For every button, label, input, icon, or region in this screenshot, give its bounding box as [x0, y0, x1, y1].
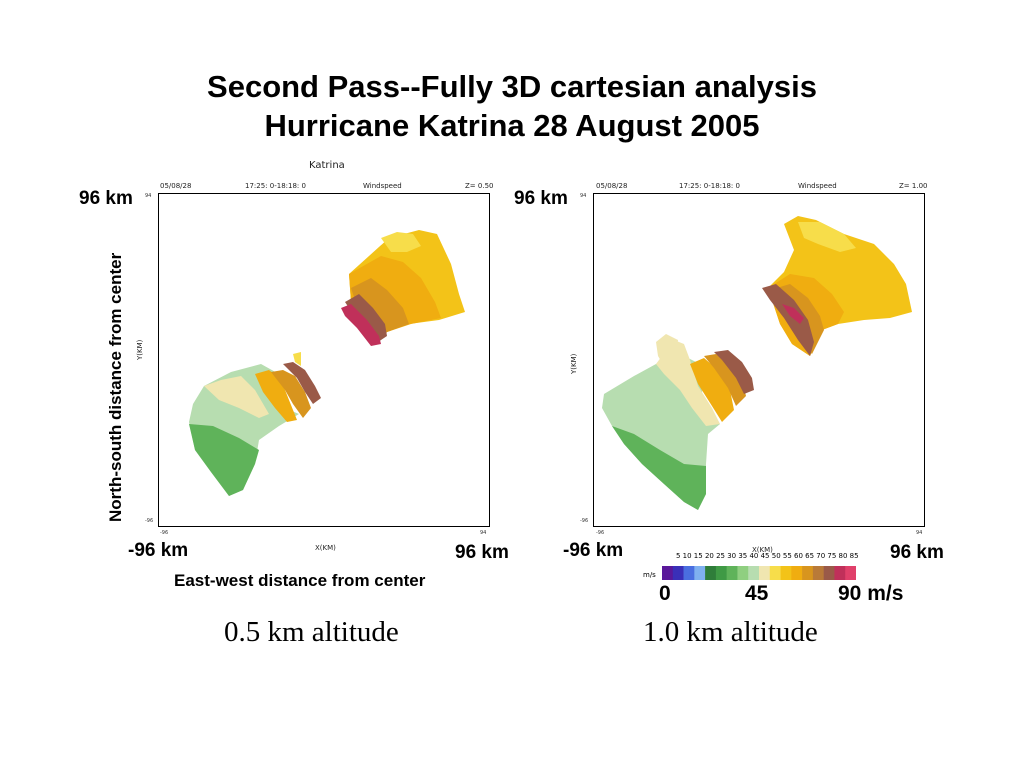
right-y-tick-bottom: -96 — [580, 518, 589, 524]
colorbar-swatch — [769, 566, 781, 580]
right-x-tick-left: -96 — [596, 530, 605, 536]
colorbar-swatch — [823, 566, 835, 580]
right-y-tick-top: 94 — [580, 193, 587, 199]
right-bottom-right-km: 96 km — [890, 542, 944, 563]
right-field: Windspeed — [798, 182, 837, 190]
colorbar-swatch — [812, 566, 824, 580]
colorbar-swatch — [748, 566, 760, 580]
left-y-tick-top: 94 — [145, 193, 152, 199]
left-bottom-left-km: -96 km — [128, 540, 189, 561]
colorbar-min: 0 — [659, 582, 671, 605]
left-field: Windspeed — [363, 182, 402, 190]
left-sw-region — [189, 352, 321, 496]
colorbar-swatch — [694, 566, 706, 580]
right-ne-region — [762, 216, 912, 356]
colorbar-swatch — [834, 566, 846, 580]
figure-title: Katrina — [309, 160, 345, 171]
left-bottom-right-km: 96 km — [455, 542, 509, 563]
left-x-axis-name: X(KM) — [315, 544, 336, 552]
left-time: 17:25: 0-18:18: 0 — [245, 182, 306, 190]
colorbar-level-labels: 5 10 15 20 25 30 35 40 45 50 55 60 65 70… — [676, 552, 859, 560]
colorbar — [662, 566, 856, 580]
right-x-axis-name: X(KM) — [752, 546, 773, 554]
colorbar-swatch — [802, 566, 814, 580]
colorbar-swatch — [715, 566, 727, 580]
left-windspeed-field — [189, 230, 465, 496]
left-z: Z= 0.50 — [465, 182, 494, 190]
right-y-axis-name: Y(KM) — [570, 353, 578, 374]
colorbar-swatch — [726, 566, 738, 580]
colorbar-swatch — [683, 566, 695, 580]
left-plot-frame — [158, 193, 490, 527]
left-x-tick-left: -96 — [160, 530, 169, 536]
slide-subtitle: Hurricane Katrina 28 August 2005 — [264, 108, 760, 143]
colorbar-swatch — [759, 566, 771, 580]
right-sw-region — [602, 334, 754, 510]
colorbar-swatch — [662, 566, 674, 580]
colorbar-mid: 45 — [745, 582, 769, 605]
right-bottom-left-km: -96 km — [563, 540, 624, 561]
left-ne-region — [341, 230, 465, 346]
slide-title: Second Pass--Fully 3D cartesian analysis — [207, 69, 817, 104]
colorbar-unit-small: m/s — [643, 571, 656, 579]
right-plot-frame — [593, 193, 925, 527]
left-y-axis-name: Y(KM) — [136, 339, 144, 360]
right-altitude-caption: 1.0 km altitude — [643, 616, 818, 648]
colorbar-swatch — [705, 566, 717, 580]
y-axis-title: North-south distance from center — [106, 252, 125, 522]
right-date: 05/08/28 — [596, 182, 628, 190]
right-time: 17:25: 0-18:18: 0 — [679, 182, 740, 190]
left-x-tick-right: 94 — [480, 530, 487, 536]
colorbar-swatch — [791, 566, 803, 580]
right-windspeed-field — [602, 216, 912, 510]
right-x-tick-right: 94 — [916, 530, 923, 536]
colorbar-max: 90 m/s — [838, 582, 904, 605]
left-y-tick-bottom: -96 — [145, 518, 154, 524]
colorbar-swatch — [780, 566, 792, 580]
colorbar-swatch — [672, 566, 684, 580]
left-top-km: 96 km — [79, 188, 133, 209]
right-top-km: 96 km — [514, 188, 568, 209]
colorbar-swatch — [845, 566, 856, 580]
right-z: Z= 1.00 — [899, 182, 928, 190]
left-date: 05/08/28 — [160, 182, 192, 190]
x-axis-title: East-west distance from center — [174, 571, 426, 590]
left-altitude-caption: 0.5 km altitude — [224, 616, 399, 648]
colorbar-swatch — [737, 566, 749, 580]
